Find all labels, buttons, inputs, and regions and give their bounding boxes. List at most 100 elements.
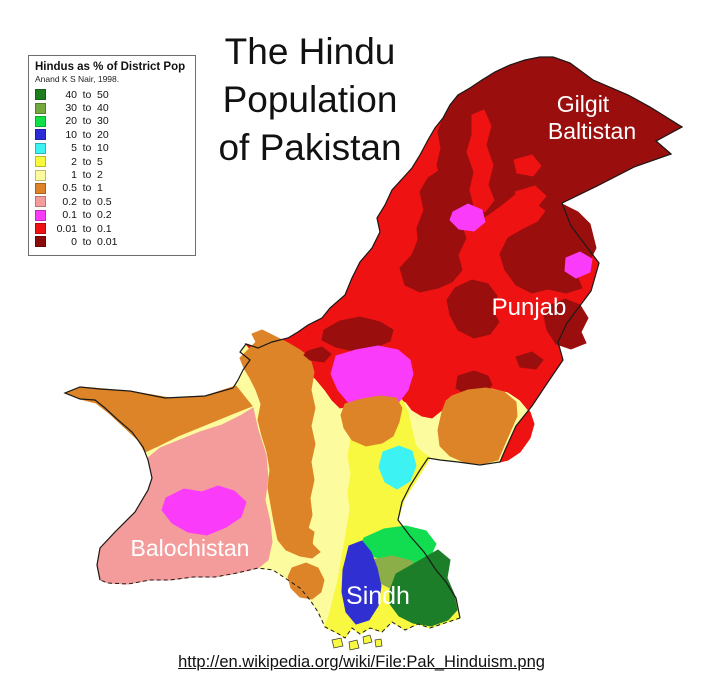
district-patch-maroon bbox=[515, 351, 544, 370]
legend-range-to: 40 bbox=[97, 102, 109, 115]
source-url-link[interactable]: http://en.wikipedia.org/wiki/File:Pak_Hi… bbox=[178, 653, 545, 671]
district-patch-red bbox=[514, 185, 547, 208]
legend-title: Hindus as % of District Pop bbox=[35, 61, 186, 73]
legend-range-to-word: to bbox=[82, 169, 92, 182]
district-patch-maroon bbox=[399, 161, 467, 293]
legend-range-to: 0.2 bbox=[97, 209, 112, 222]
label-balochistan: Balochistan bbox=[131, 535, 250, 561]
legend-range-from: 10 bbox=[65, 128, 77, 141]
legend-range-from: 1 bbox=[71, 169, 77, 182]
legend-swatch bbox=[35, 89, 46, 101]
delta-islet bbox=[362, 634, 373, 645]
legend-row: 0.1 to 0.2 bbox=[35, 209, 189, 222]
legend-swatch bbox=[35, 236, 46, 248]
legend-row: 0 to 0.01 bbox=[35, 235, 189, 248]
legend-range-to-word: to bbox=[82, 182, 92, 195]
region-zhob-column bbox=[239, 329, 321, 559]
legend-range-to: 10 bbox=[97, 142, 109, 155]
legend-row: 40 to 50 bbox=[35, 88, 189, 101]
legend-row: 1 to 2 bbox=[35, 168, 189, 181]
delta-islet bbox=[348, 639, 360, 651]
legend-rows: 40 to 50 30 to 40 20 to 30 10 to 20 5 to 10 2 to 5 1 to 2 0.5… bbox=[35, 88, 189, 249]
legend-range-from: 2 bbox=[71, 155, 77, 168]
legend-range-from: 30 bbox=[65, 102, 77, 115]
delta-islet bbox=[374, 638, 383, 648]
land-border-line bbox=[63, 56, 684, 619]
legend-range-from: 40 bbox=[65, 88, 77, 101]
legend-swatch bbox=[35, 156, 46, 168]
legend-range-from: 0.01 bbox=[56, 222, 77, 235]
delta-islet bbox=[331, 637, 344, 649]
legend-range-from: 0.2 bbox=[62, 195, 77, 208]
legend-source: Anand K S Nair, 1998. bbox=[35, 74, 120, 84]
legend-range-to: 0.1 bbox=[97, 222, 112, 235]
legend-range-to-word: to bbox=[82, 195, 92, 208]
legend: Hindus as % of District Pop Anand K S Na… bbox=[28, 55, 196, 256]
coastline bbox=[99, 567, 461, 639]
legend-row: 2 to 5 bbox=[35, 155, 189, 168]
legend-range-from: 20 bbox=[65, 115, 77, 128]
title-line: of Pakistan bbox=[218, 127, 402, 168]
legend-range-to: 50 bbox=[97, 88, 109, 101]
footer: http://en.wikipedia.org/wiki/File:Pak_Hi… bbox=[0, 653, 723, 672]
district-patch-magenta bbox=[564, 251, 593, 279]
district-patch-maroon bbox=[321, 316, 394, 352]
district-patch-maroon bbox=[446, 279, 500, 339]
legend-swatch bbox=[35, 169, 46, 181]
legend-range-to-word: to bbox=[82, 128, 92, 141]
label-punjab: Punjab bbox=[492, 294, 567, 321]
district-patch-magenta bbox=[330, 345, 414, 411]
page-title: The Hindu Population of Pakistan bbox=[200, 28, 420, 172]
district-patch-red bbox=[513, 154, 542, 177]
legend-range-to: 20 bbox=[97, 128, 109, 141]
district-patch-maroon bbox=[303, 346, 332, 363]
legend-swatch bbox=[35, 129, 46, 141]
label-gilgit-baltistan-line2: Baltistan bbox=[548, 118, 636, 144]
legend-row: 30 to 40 bbox=[35, 101, 189, 114]
legend-row: 5 to 10 bbox=[35, 142, 189, 155]
label-sindh: Sindh bbox=[346, 582, 410, 610]
legend-range-to: 1 bbox=[97, 182, 103, 195]
legend-swatch bbox=[35, 223, 46, 235]
legend-row: 20 to 30 bbox=[35, 115, 189, 128]
district-patch-magenta bbox=[449, 203, 486, 232]
legend-range-to-word: to bbox=[82, 142, 92, 155]
legend-row: 0.2 to 0.5 bbox=[35, 195, 189, 208]
legend-row: 10 to 20 bbox=[35, 128, 189, 141]
legend-range-to-word: to bbox=[82, 155, 92, 168]
legend-range-to-word: to bbox=[82, 222, 92, 235]
legend-range-to-word: to bbox=[82, 235, 92, 248]
district-patch-orange bbox=[437, 387, 518, 465]
legend-range-to: 30 bbox=[97, 115, 109, 128]
district-patch-cyan bbox=[378, 445, 417, 490]
label-gilgit-baltistan-line1: Gilgit bbox=[557, 91, 610, 117]
title-line: Population bbox=[222, 79, 398, 120]
district-patch-magenta bbox=[161, 485, 247, 536]
legend-swatch bbox=[35, 182, 46, 194]
legend-row: 0.5 to 1 bbox=[35, 182, 189, 195]
legend-range-from: 5 bbox=[71, 142, 77, 155]
legend-range-to: 0.01 bbox=[97, 235, 118, 248]
legend-range-to-word: to bbox=[82, 88, 92, 101]
district-patch-red bbox=[466, 109, 495, 213]
title-line: The Hindu bbox=[224, 31, 396, 72]
legend-swatch bbox=[35, 142, 46, 154]
district-patch-orange bbox=[340, 395, 403, 447]
legend-range-to-word: to bbox=[82, 115, 92, 128]
legend-row: 0.01 to 0.1 bbox=[35, 222, 189, 235]
district-patch-blue bbox=[341, 540, 382, 625]
district-patch-orange bbox=[287, 562, 325, 600]
legend-range-to-word: to bbox=[82, 102, 92, 115]
legend-range-to: 0.5 bbox=[97, 195, 112, 208]
legend-range-from: 0.1 bbox=[62, 209, 77, 222]
legend-swatch bbox=[35, 102, 46, 114]
legend-swatch bbox=[35, 115, 46, 127]
legend-swatch bbox=[35, 196, 46, 208]
legend-range-to-word: to bbox=[82, 209, 92, 222]
legend-range-from: 0 bbox=[71, 235, 77, 248]
legend-range-to: 5 bbox=[97, 155, 103, 168]
legend-range-to: 2 bbox=[97, 169, 103, 182]
legend-range-from: 0.5 bbox=[62, 182, 77, 195]
